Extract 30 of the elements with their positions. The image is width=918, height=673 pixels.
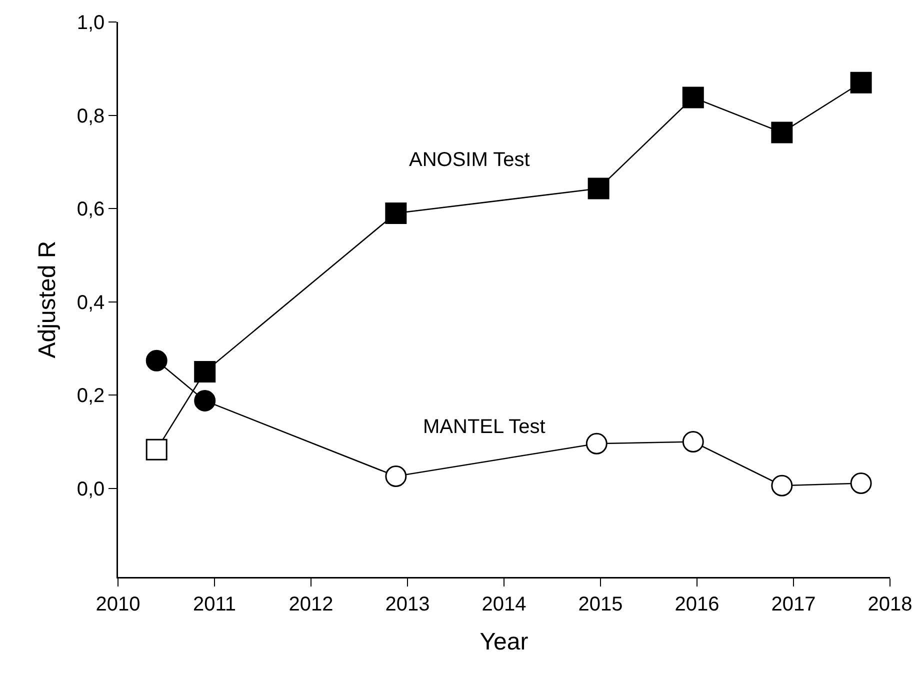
x-tick-label: 2016 — [674, 593, 720, 616]
point — [588, 178, 610, 200]
point — [385, 466, 407, 487]
x-tick-label: 2012 — [288, 593, 334, 616]
y-tick-label: 0,6 — [76, 198, 105, 221]
y-tick-label: 0,0 — [76, 478, 105, 500]
point — [771, 474, 793, 496]
y-axis-title: Adjusted R — [34, 240, 62, 358]
series-label: ANOSIM Test — [409, 149, 530, 171]
point — [586, 432, 608, 454]
series-label: MANTEL Test — [423, 416, 546, 438]
x-tick-label: 2017 — [771, 593, 816, 616]
point — [682, 431, 704, 452]
x-tick-label: 2014 — [482, 593, 526, 616]
y-tick-label: 0,8 — [76, 105, 105, 128]
point — [385, 202, 407, 224]
point — [194, 361, 216, 383]
point — [771, 122, 793, 144]
y-tick-label: 0,2 — [76, 385, 105, 408]
point — [682, 86, 704, 108]
y-tick-label: 1,0 — [76, 12, 105, 34]
x-tick-label: 2010 — [96, 593, 140, 616]
x-tick-label: 2013 — [385, 593, 430, 616]
x-tick-label: 2011 — [192, 593, 236, 616]
x-axis-title: Year — [480, 628, 528, 656]
point — [850, 472, 872, 494]
x-tick-label: 2015 — [578, 593, 623, 616]
x-tick-label: 2018 — [868, 593, 912, 616]
y-tick-label: 0,4 — [76, 292, 105, 314]
point — [850, 72, 872, 94]
